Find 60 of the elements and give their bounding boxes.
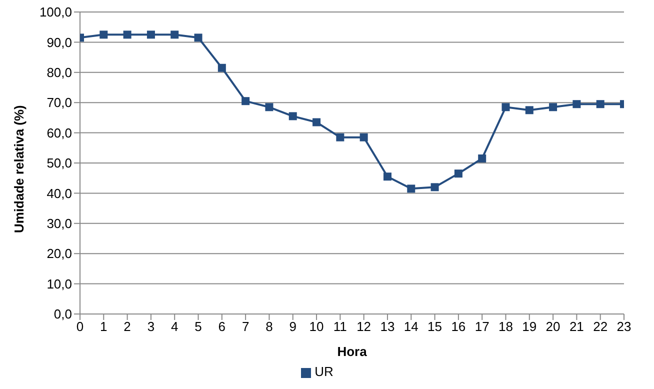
legend-label: UR [314, 364, 334, 379]
x-tick-label: 13 [380, 319, 395, 334]
y-tick-label: 60,0 [46, 125, 72, 140]
point [596, 100, 604, 108]
x-tick-label: 23 [616, 319, 632, 334]
x-tick-label: 9 [289, 319, 296, 334]
y-tick-label: 40,0 [46, 186, 72, 201]
y-tick-label: 30,0 [46, 216, 72, 232]
x-tick-label: 0 [76, 319, 84, 334]
point [572, 100, 581, 108]
x-tick-label: 5 [194, 319, 202, 334]
point [336, 133, 344, 142]
point [454, 170, 462, 178]
x-tick-label: 19 [522, 319, 537, 334]
x-tick-label: 6 [218, 319, 226, 334]
point [194, 34, 202, 42]
x-tick-label: 15 [428, 319, 442, 334]
x-tick-label: 4 [170, 319, 178, 334]
point [502, 103, 510, 112]
x-tick-label: 12 [356, 319, 372, 334]
x-axis-title: Hora [337, 344, 368, 359]
point [242, 97, 250, 106]
point [430, 183, 439, 192]
y-tick-label: 100,0 [39, 4, 72, 20]
x-tick-label: 18 [498, 319, 513, 334]
point [312, 118, 321, 126]
x-tick-label: 21 [569, 319, 584, 334]
x-tick-label: 22 [593, 319, 608, 334]
y-tick-label: 0,0 [54, 306, 72, 322]
point [265, 103, 274, 112]
point [100, 30, 108, 39]
x-tick-label: 17 [474, 319, 490, 334]
point [549, 103, 558, 112]
point [360, 133, 368, 142]
y-tick-label: 80,0 [46, 65, 72, 80]
x-tick-label: 11 [333, 319, 347, 334]
x-tick-label: 1 [100, 319, 108, 334]
x-tick-label: 8 [266, 319, 273, 334]
point [170, 30, 179, 39]
x-tick-label: 10 [309, 319, 324, 334]
point [288, 112, 297, 120]
y-tick-label: 10,0 [46, 276, 72, 292]
x-tick-label: 3 [147, 319, 155, 334]
point [407, 184, 416, 193]
y-tick-label: 70,0 [46, 95, 72, 110]
x-tick-label: 2 [124, 319, 131, 334]
point [525, 106, 534, 114]
point [478, 154, 486, 162]
y-axis-title: Umidade relativa (%) [12, 105, 27, 233]
point [123, 30, 132, 39]
x-tick-label: 7 [242, 319, 250, 334]
x-tick-label: 14 [404, 319, 418, 334]
y-tick-label: 90,0 [46, 34, 72, 50]
point [383, 172, 392, 181]
point [146, 30, 155, 39]
y-tick-label: 50,0 [46, 156, 72, 171]
x-tick-label: 20 [546, 319, 560, 334]
x-tick-label: 16 [451, 319, 466, 334]
point [218, 64, 226, 72]
y-tick-label: 20,0 [46, 246, 72, 262]
